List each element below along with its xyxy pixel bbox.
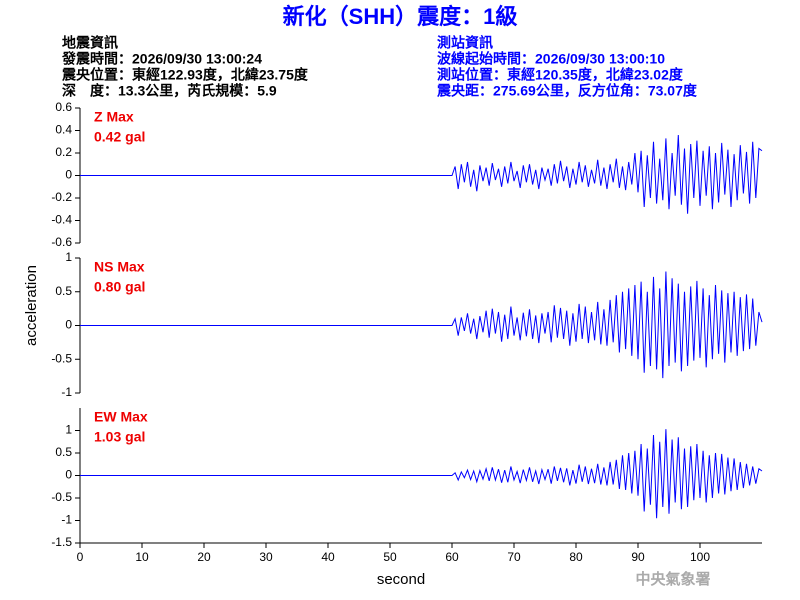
y-tick-label: 0 xyxy=(65,468,72,482)
max-annotation: 0.42 gal xyxy=(94,129,145,145)
y-tick-label: -0.2 xyxy=(51,190,72,204)
x-tick-label: 0 xyxy=(77,550,84,564)
info-left: 發震時間：2026/09/30 13:00:24 xyxy=(61,51,262,67)
info-right: 測站資訊 xyxy=(437,35,493,51)
watermark: 中央氣象署 xyxy=(635,570,710,588)
y-tick-label: 0.6 xyxy=(55,100,72,114)
y-tick-label: -1 xyxy=(61,513,72,527)
info-left: 震央位置：東經122.93度，北緯23.75度 xyxy=(61,67,309,83)
info-left: 地震資訊 xyxy=(62,35,118,51)
x-tick-label: 70 xyxy=(507,550,521,564)
x-axis-label: second xyxy=(377,571,425,588)
y-tick-label: 0 xyxy=(65,168,72,182)
y-tick-label: -0.4 xyxy=(51,213,72,227)
max-annotation: EW Max xyxy=(94,409,148,425)
y-tick-label: 0.5 xyxy=(55,445,72,459)
y-tick-label: 1 xyxy=(65,250,72,264)
x-tick-label: 90 xyxy=(631,550,645,564)
y-tick-label: 0.2 xyxy=(55,145,72,159)
info-right: 波線起始時間：2026/09/30 13:00:10 xyxy=(437,51,665,67)
max-annotation: 1.03 gal xyxy=(94,429,145,445)
x-tick-label: 20 xyxy=(197,550,211,564)
x-tick-label: 30 xyxy=(259,550,273,564)
y-tick-label: -0.5 xyxy=(51,351,72,365)
y-tick-label: -1.5 xyxy=(51,535,72,549)
max-annotation: 0.80 gal xyxy=(94,279,145,295)
y-tick-label: -1 xyxy=(61,385,72,399)
max-annotation: Z Max xyxy=(94,109,134,125)
waveform xyxy=(80,271,763,379)
y-tick-label: -0.5 xyxy=(51,490,72,504)
x-tick-label: 80 xyxy=(569,550,583,564)
y-tick-label: 0 xyxy=(65,318,72,332)
y-tick-label: 0.5 xyxy=(55,284,72,298)
x-tick-label: 50 xyxy=(383,550,397,564)
y-tick-label: -0.6 xyxy=(51,235,72,249)
x-tick-label: 60 xyxy=(445,550,459,564)
x-tick-label: 10 xyxy=(135,550,149,564)
max-annotation: NS Max xyxy=(94,259,145,275)
y-axis-label: acceleration xyxy=(23,265,40,346)
info-right: 震央距：275.69公里，反方位角：73.07度 xyxy=(436,83,698,99)
chart-title: 新化（SHH）震度：1級 xyxy=(283,4,518,29)
info-left: 深 度：13.3公里，芮氏規模：5.9 xyxy=(62,83,277,99)
waveform xyxy=(80,134,763,214)
info-right: 測站位置：東經120.35度，北緯23.02度 xyxy=(437,67,684,83)
waveform xyxy=(80,429,763,519)
y-tick-label: 1 xyxy=(65,423,72,437)
y-tick-label: 0.4 xyxy=(55,123,72,137)
x-tick-label: 40 xyxy=(321,550,335,564)
x-tick-label: 100 xyxy=(690,550,710,564)
